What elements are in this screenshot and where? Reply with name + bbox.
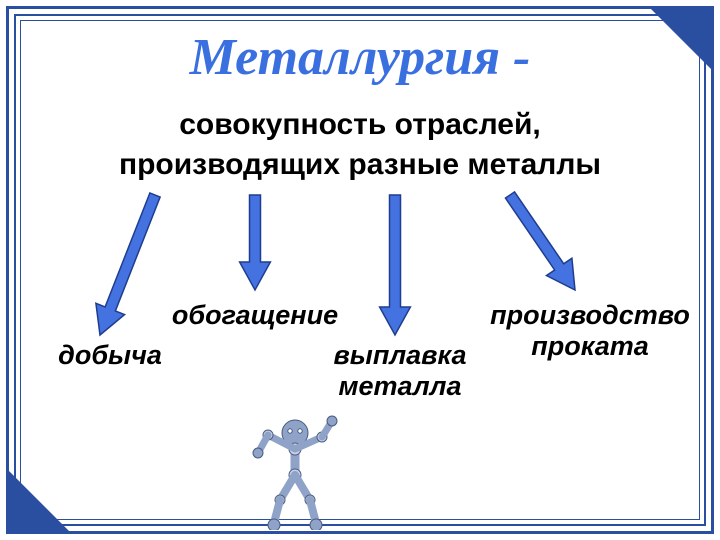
branch-obogashchenie: обогащение — [140, 300, 370, 331]
branch-vyplavka: выплавка металла — [300, 340, 500, 402]
frame-mid — [14, 14, 706, 526]
corner-bl — [9, 471, 69, 531]
arrow-to-obogashchenie — [240, 195, 271, 290]
branch-proizvodstvo: производство проката — [470, 300, 710, 362]
subtitle-line2: производящих разные металлы — [0, 148, 720, 182]
arrow-to-vyplavka — [380, 195, 411, 335]
decorative-figure-icon — [250, 415, 340, 530]
subtitle-line1: совокупность отраслей, — [0, 108, 720, 142]
slide-title: Металлургия - — [0, 28, 720, 87]
arrow-to-proizvodstvo — [505, 192, 575, 290]
branch-dobycha: добыча — [20, 340, 200, 371]
slide: Металлургия - совокупность отраслей, про… — [0, 0, 720, 540]
frame-inner — [20, 20, 700, 520]
